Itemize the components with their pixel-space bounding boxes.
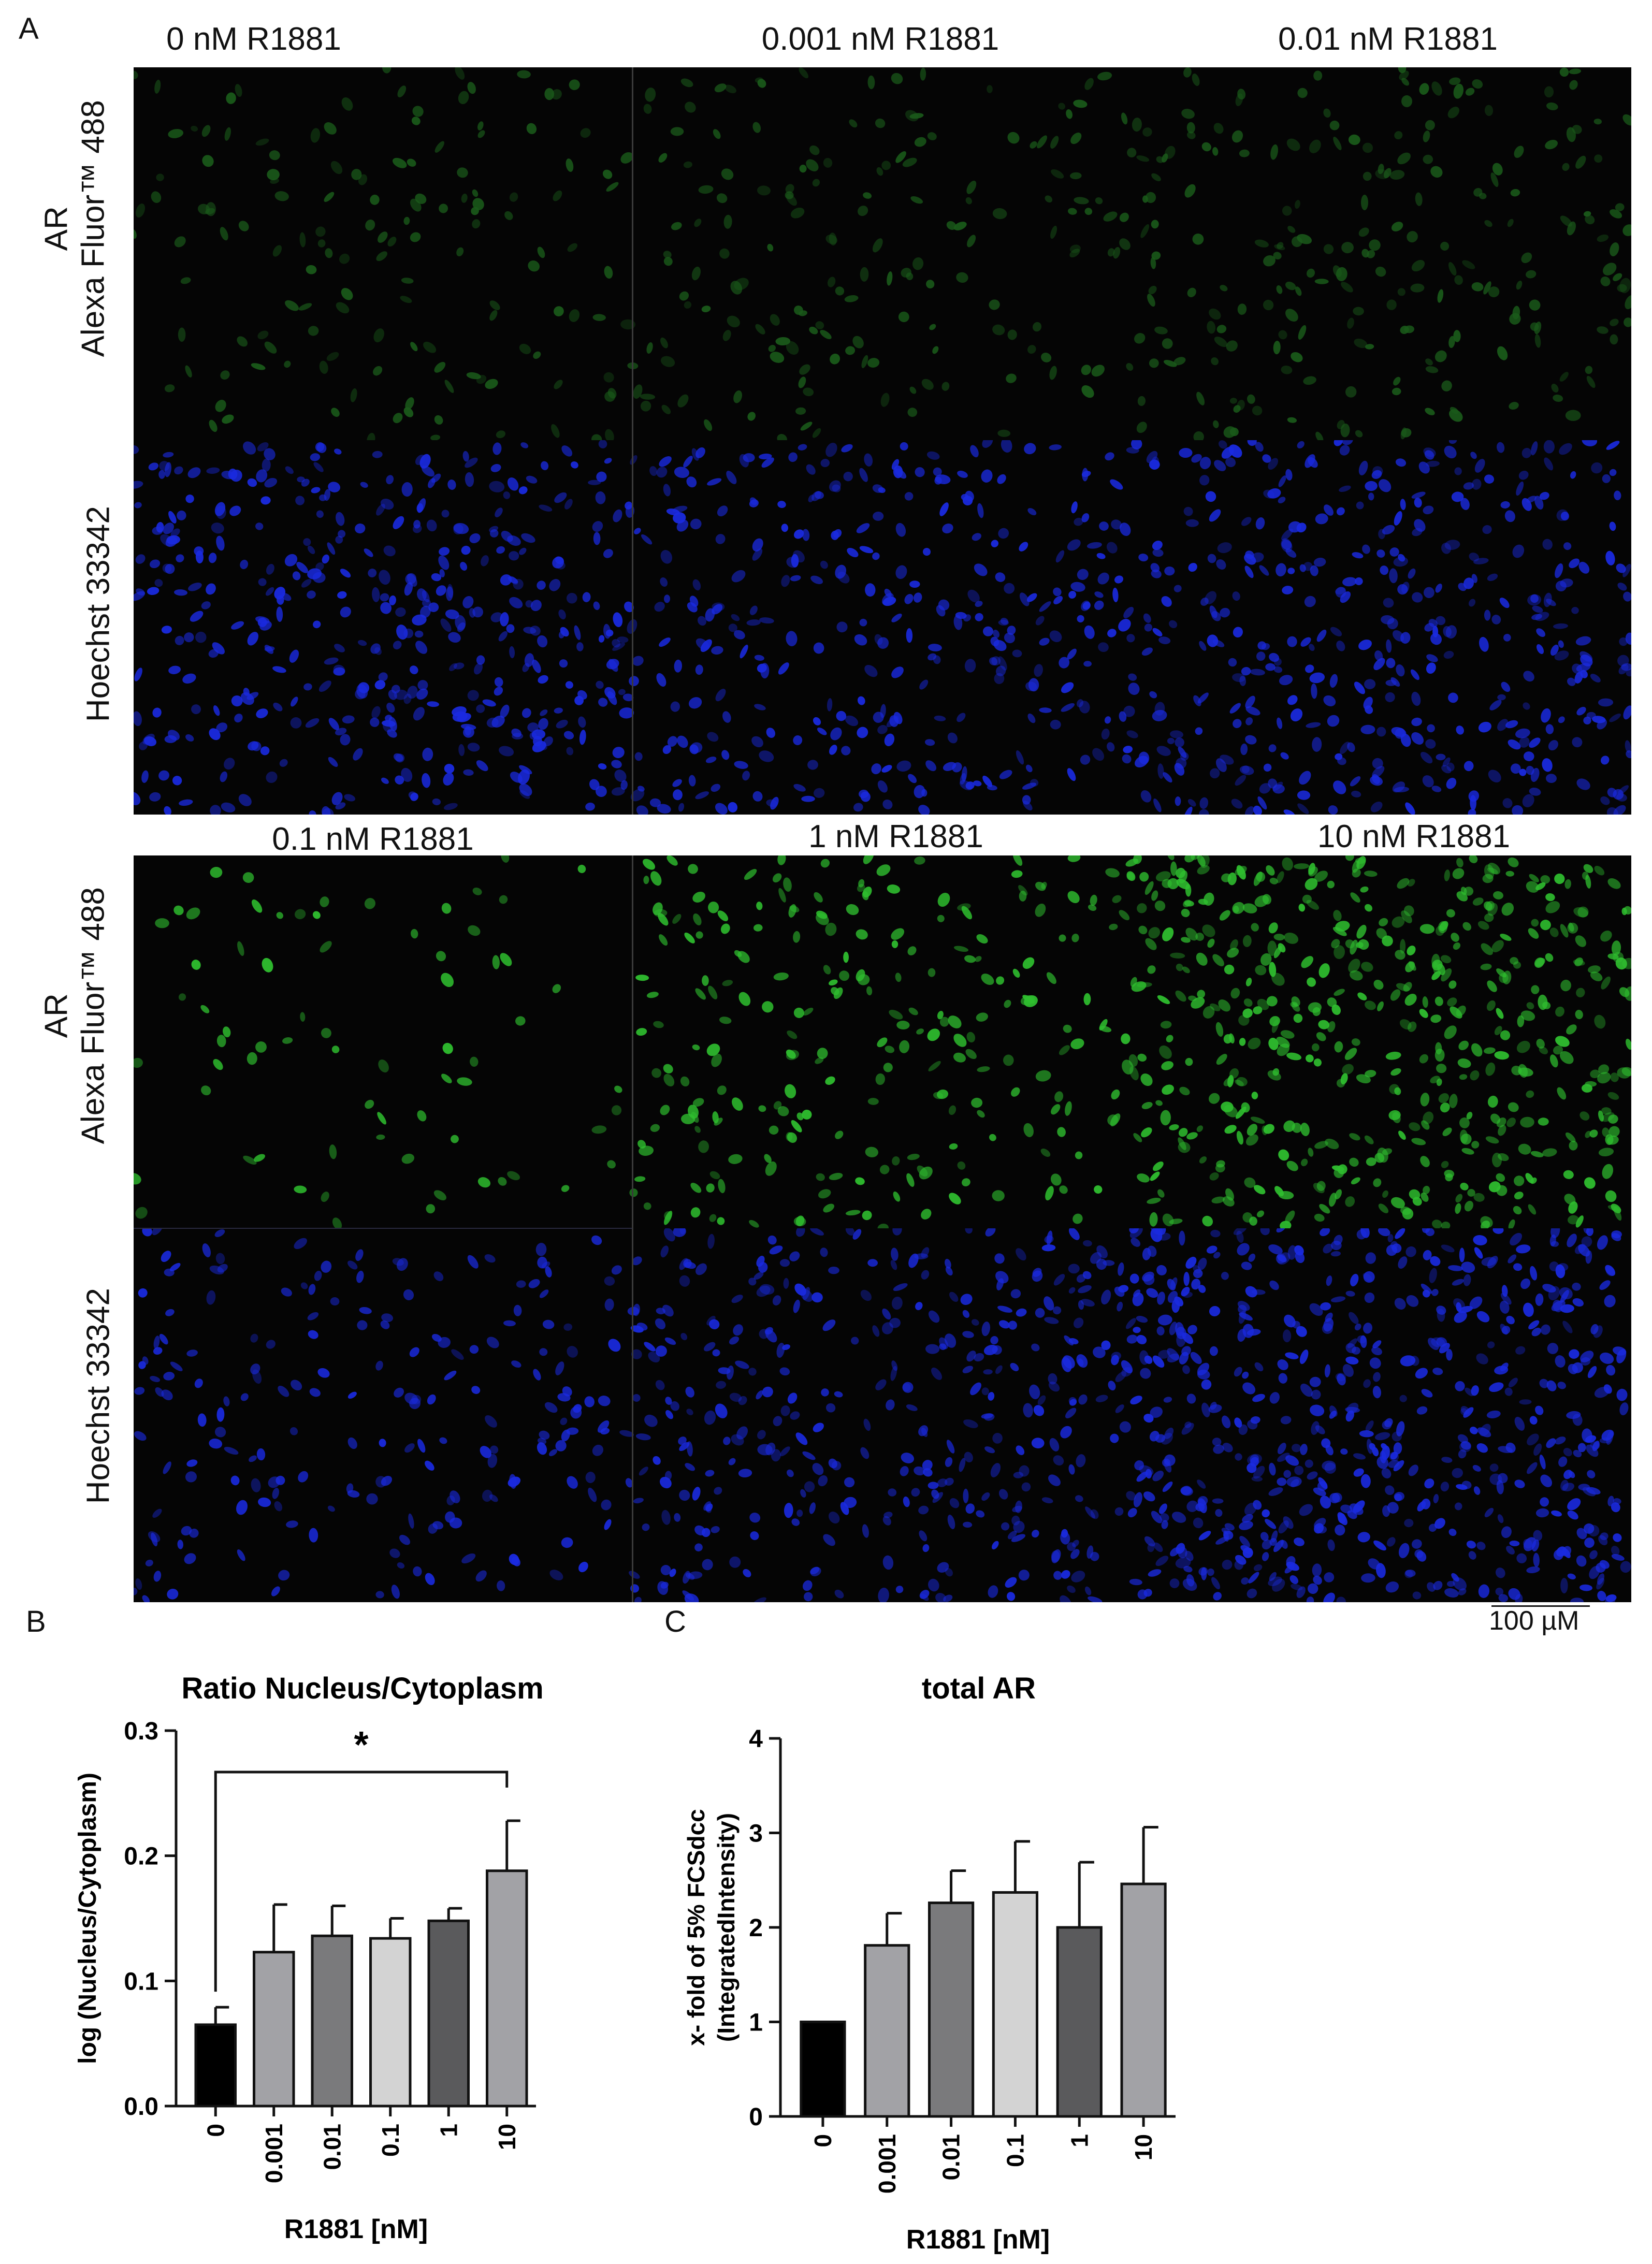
x-tick-label: 1 [435,2124,462,2137]
micrograph-ar-top [134,67,1631,440]
bar [486,1869,528,2108]
chart-title: Ratio Nucleus/Cytoplasm [181,1672,543,1705]
x-tick-label: 10 [494,2124,520,2150]
row-label-ar-line1: AR [38,993,75,1038]
panel-divider [632,67,633,815]
micrograph-ar-bottom-image [134,855,1631,1228]
x-tick-label: 0.001 [260,2124,287,2183]
micrograph-ar-top-image [134,67,1631,440]
column-label: 0.01 nM R1881 [1278,21,1498,57]
column-label: 0 nM R1881 [166,21,341,57]
panel-divider [134,1228,632,1229]
row-label-ar-line2: Alexa Fluor™ 488 [76,887,111,1144]
y-tick-label: 0.1 [124,1968,158,1995]
scale-bar [1491,1605,1590,1607]
column-label: 10 nM R1881 [1317,819,1511,854]
column-label: 0.1 nM R1881 [272,821,474,857]
panel-a-letter: A [19,12,39,46]
bar [1120,1882,1167,2118]
y-tick-label: 2 [749,1914,763,1942]
x-axis-label: R1881 [nM] [906,2225,1050,2255]
y-axis-label-line2: (IntegratedIntensity) [713,1813,740,2042]
bar [253,1951,295,2108]
y-axis-label: log (Nucleus/Cytoplasm) [74,1773,102,2064]
cell-nuclei [134,67,1631,440]
x-tick-label: 10 [1130,2134,1157,2160]
panel-b-letter: B [26,1605,46,1638]
panel-c-letter: C [664,1605,686,1638]
bar [194,2023,237,2108]
row-label-ar: AR Alexa Fluor™ 488 [38,83,112,373]
x-tick-label: 0.01 [318,2124,345,2170]
y-axis-label: x- fold of 5% FCSdcc [683,1809,709,2045]
y-tick-label: 0.0 [124,2093,158,2121]
panel-divider [632,855,633,1602]
y-tick-label: 0 [749,2103,763,2131]
y-tick-label: 0.3 [124,1718,158,1745]
x-axis-label: R1881 [nM] [284,2214,428,2244]
chart-ratio-nucleus-cytoplasm: Ratio Nucleus/Cytoplasm 0.0 0.1 0.2 0.3 0 0.00… [74,1672,544,2244]
bar [369,1937,412,2108]
bar [427,1919,470,2108]
x-tick-label: 1 [1066,2134,1093,2147]
bar [928,1902,975,2118]
y-tick-label: 1 [749,2009,763,2037]
row-label-ar-line1: AR [38,206,75,251]
y-tick-label: 3 [749,1820,763,1848]
micrograph-hoechst-bottom [134,1228,1631,1602]
row-label-ar-line2: Alexa Fluor™ 488 [76,100,111,357]
bar [1056,1926,1103,2118]
row-label-hoechst: Hoechst 33342 [80,1288,117,1504]
x-tick-label: 0.1 [377,2124,404,2157]
scale-bar-label: 100 µM [1489,1606,1579,1636]
micrograph-hoechst-top [134,440,1631,815]
x-tick-label: 0 [202,2124,229,2137]
chart-title: total AR [922,1672,1036,1705]
micrograph-hoechst-top-image [134,440,1631,815]
micrograph-hoechst-bottom-image [134,1228,1631,1602]
x-tick-label: 0.001 [874,2134,901,2194]
x-tick-label: 0.01 [938,2134,965,2181]
x-tick-label: 0.1 [1002,2134,1028,2167]
bar [992,1891,1039,2118]
significance-bracket: * [214,1724,509,1992]
chart-total-ar: total AR 0 1 2 3 4 0 0.001 0.01 0.1 1 10 R1881 [nM] x… [683,1672,1176,2255]
bar [864,1944,910,2118]
x-tick-label: 0 [809,2134,836,2147]
column-label: 1 nM R1881 [808,819,983,854]
cell-nuclei [134,855,1631,1228]
micrograph-ar-bottom [134,855,1631,1228]
significance-label: * [354,1724,368,1766]
bar [311,1934,353,2108]
column-label: 0.001 nM R1881 [761,21,999,57]
row-label-ar: AR Alexa Fluor™ 488 [38,870,112,1160]
bar [800,2021,846,2118]
cell-nuclei [134,440,1631,815]
cell-nuclei [134,1228,1631,1602]
y-tick-label: 0.2 [124,1843,158,1870]
row-label-hoechst: Hoechst 33342 [80,506,117,722]
y-tick-label: 4 [749,1725,763,1753]
